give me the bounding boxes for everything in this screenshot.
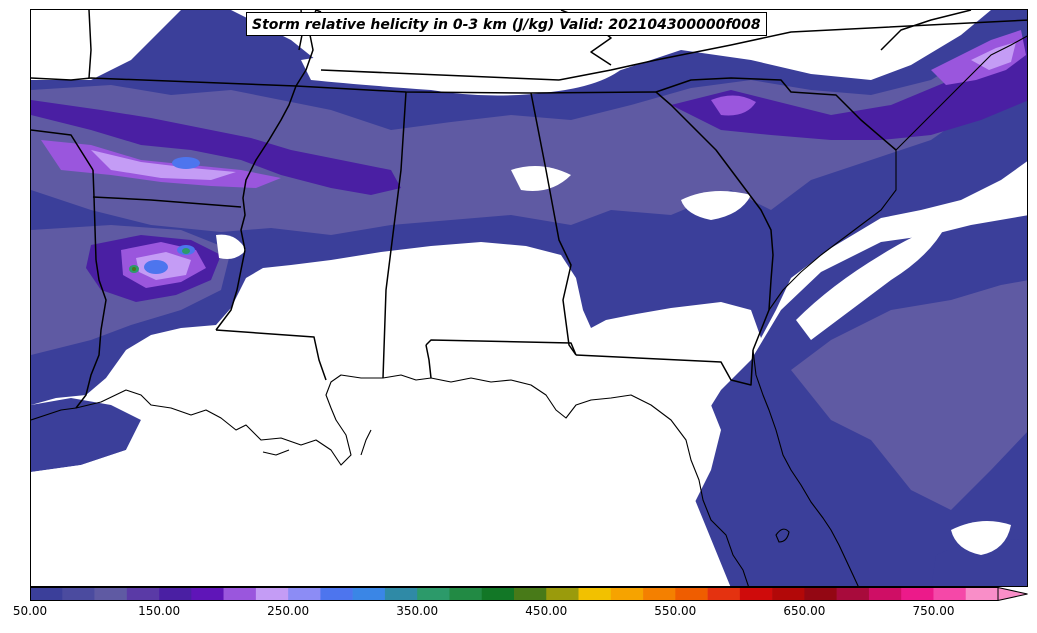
coastline-southeast	[768, 35, 1027, 311]
colorbar-bin	[965, 587, 999, 601]
colorbar-bin	[707, 587, 741, 601]
blank-west-notch	[216, 234, 246, 259]
field-patch-southeast-coast	[931, 539, 1027, 586]
colorbar-bin	[223, 587, 257, 601]
colorbar-tick-label: 150.00	[138, 604, 181, 618]
boundary-nc-north	[558, 19, 1027, 81]
colorbar-bin	[159, 587, 192, 601]
boundary-ga-fl	[575, 349, 754, 386]
colorbar-bin	[901, 587, 934, 601]
coastline-gulf	[31, 374, 749, 586]
colorbar-bin	[255, 587, 289, 601]
colorbar-bin	[191, 587, 224, 601]
blank-atlantic	[951, 521, 1011, 555]
colorbar-bin	[804, 587, 837, 601]
colorbar-bin	[94, 587, 128, 601]
coastline-atlantic	[752, 349, 859, 586]
colorbar-bin	[481, 587, 515, 601]
boundary-tx-la	[75, 259, 107, 409]
colorbar-bin	[772, 587, 805, 601]
boundary-al-fl-west	[425, 344, 432, 379]
colorbar-tick-label: 450.00	[525, 604, 568, 618]
blank-areas	[31, 54, 1011, 586]
boundary-ms-al	[382, 91, 407, 379]
boundary-ar-west-lower	[92, 169, 97, 261]
colorbar-bin	[739, 587, 773, 601]
field-level-3-north	[31, 100, 401, 195]
colorbar-bin	[933, 587, 967, 601]
colorbar-bin	[30, 587, 63, 601]
field-base-southwest	[31, 398, 141, 472]
boundary-tn-north	[315, 10, 322, 13]
boundary-tn-south	[295, 85, 657, 94]
colorbar-tick-label: 50.00	[12, 604, 48, 618]
colorbar-bin	[352, 587, 386, 601]
blank-north-strip	[301, 54, 631, 96]
field-level-6-west	[144, 260, 168, 274]
colorbar-bin	[514, 587, 547, 601]
blank-georgia	[681, 191, 751, 220]
helicity-field	[31, 10, 1027, 586]
colorbar-bin	[836, 587, 870, 601]
colorbar-bin	[417, 587, 450, 601]
field-level-8-core	[132, 267, 136, 271]
colorbar-bin	[62, 587, 95, 601]
boundary-ar-north	[31, 77, 297, 87]
boundary-ar-south	[92, 196, 242, 208]
field-level-3-northeast	[671, 35, 1027, 140]
colorbar-bin	[384, 587, 418, 601]
island-chandeleur	[360, 429, 372, 456]
colorbar-tick-labels: 50.00 150.00 250.00 350.00 450.00 550.00 650.0…	[0, 604, 1037, 624]
colorbar-tick-label: 350.00	[396, 604, 439, 618]
field-level-7-core-2	[182, 248, 190, 254]
colorbar	[30, 587, 1028, 601]
boundary-nc-sc	[655, 77, 897, 151]
colorbar-tick-label: 250.00	[267, 604, 310, 618]
field-level-5-north	[91, 150, 236, 180]
colorbar-bin	[610, 587, 644, 601]
colorbar-bins	[30, 587, 999, 601]
colorbar-tick-label: 550.00	[654, 604, 697, 618]
colorbar-tick-label: 650.00	[783, 604, 826, 618]
colorbar-bin	[578, 587, 612, 601]
boundary-mississippi-river	[215, 85, 297, 331]
colorbar-bin	[449, 587, 483, 601]
colorbar-bin	[675, 587, 708, 601]
boundary-ky-tn	[320, 69, 560, 81]
boundary-la-ms	[215, 329, 327, 381]
field-level-2-north	[31, 40, 1027, 235]
blank-gulf	[31, 372, 730, 586]
helicity-map	[31, 10, 1027, 586]
boundary-va-nc	[880, 10, 972, 51]
island-mississippi-sound	[262, 449, 290, 456]
colorbar-bin	[126, 587, 160, 601]
blank-interior	[231, 265, 583, 362]
colorbar-bin	[868, 587, 902, 601]
colorbar-bin	[288, 587, 321, 601]
field-level-4-carolina	[711, 95, 756, 116]
field-level-2-southeast	[791, 280, 1027, 510]
map-title: Storm relative helicity in 0-3 km (J/kg)…	[246, 12, 767, 36]
boundary-al-fl	[425, 339, 577, 356]
colorbar-bin	[320, 587, 353, 601]
colorbar-bin	[546, 587, 579, 601]
boundaries	[31, 10, 1027, 586]
map-panel	[30, 9, 1028, 587]
boundary-ga-sc	[655, 91, 774, 351]
field-level-6-north	[172, 157, 200, 169]
colorbar-outline	[30, 587, 999, 601]
lake-okeechobee	[775, 528, 790, 543]
colorbar-bin	[643, 587, 676, 601]
colorbar-tick-label: 750.00	[912, 604, 955, 618]
boundary-ok-tx	[31, 129, 94, 171]
boundary-al-ga	[530, 92, 577, 356]
blank-coastal-ga	[796, 225, 946, 340]
colorbar-extend-arrow	[997, 587, 1028, 601]
boundary-ar-west	[88, 10, 92, 79]
blank-alabama	[511, 166, 571, 191]
